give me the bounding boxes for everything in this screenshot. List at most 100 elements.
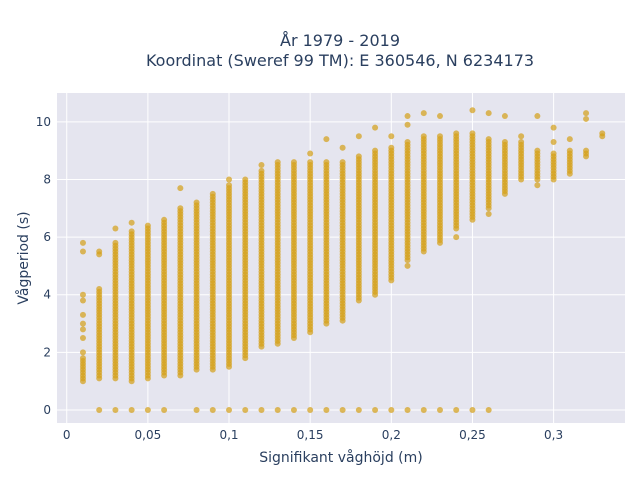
data-point — [372, 147, 379, 154]
data-point — [144, 222, 151, 229]
data-point — [599, 130, 606, 137]
x-tick-label: 0,05 — [135, 428, 162, 442]
data-point — [209, 407, 216, 414]
data-point — [355, 133, 362, 140]
data-point — [583, 115, 590, 122]
data-point — [436, 407, 443, 414]
data-point — [79, 349, 86, 356]
data-point — [79, 311, 86, 318]
data-point — [128, 228, 135, 235]
data-point — [323, 136, 330, 143]
data-point — [96, 407, 103, 414]
y-tick-label: 4 — [43, 288, 51, 302]
data-point — [290, 159, 297, 166]
data-point — [323, 407, 330, 414]
data-point — [79, 355, 86, 362]
data-point — [469, 130, 476, 137]
data-point — [96, 285, 103, 292]
data-point — [485, 407, 492, 414]
data-points — [79, 107, 606, 414]
y-tick-label: 6 — [43, 230, 51, 244]
data-point — [339, 159, 346, 166]
data-point — [404, 407, 411, 414]
data-point — [242, 176, 249, 183]
data-point — [501, 139, 508, 145]
data-point — [323, 159, 330, 166]
data-point — [550, 124, 557, 131]
data-point — [550, 150, 557, 157]
data-point — [274, 159, 281, 166]
x-axis-title: Signifikant våghöjd (m) — [259, 449, 422, 466]
data-point — [161, 407, 168, 414]
data-point — [372, 124, 379, 131]
data-point — [420, 407, 427, 414]
data-point — [79, 248, 86, 255]
data-point — [96, 248, 103, 255]
data-point — [388, 144, 395, 151]
data-point — [339, 407, 346, 414]
data-point — [112, 407, 119, 414]
y-tick-label: 0 — [43, 403, 51, 417]
data-point — [436, 133, 443, 140]
data-point — [128, 219, 135, 226]
x-tick-label: 0,1 — [219, 428, 238, 442]
data-point — [307, 159, 314, 166]
data-point — [193, 199, 200, 206]
data-point — [372, 407, 379, 414]
data-point — [79, 297, 86, 304]
tick-labels: 0 0,05 0,1 0,15 0,2 0,25 0,3 0 2 4 6 8 10 — [36, 115, 563, 442]
data-point — [226, 407, 233, 414]
data-point — [566, 147, 573, 154]
chart-title-line1: År 1979 - 2019 — [280, 31, 400, 50]
data-point — [420, 110, 427, 117]
data-point — [274, 407, 281, 414]
data-point — [355, 407, 362, 414]
data-point — [485, 110, 492, 117]
data-point — [534, 147, 541, 154]
data-point — [355, 153, 362, 160]
data-point — [534, 113, 541, 120]
data-point — [388, 407, 395, 414]
data-point — [566, 136, 573, 143]
chart-title-line2: Koordinat (Sweref 99 TM): E 360546, N 62… — [146, 51, 534, 70]
y-tick-label: 2 — [43, 345, 51, 359]
data-point — [453, 407, 460, 414]
data-point — [307, 150, 314, 157]
data-point — [501, 113, 508, 120]
data-point — [339, 144, 346, 151]
y-tick-label: 8 — [43, 172, 51, 186]
data-point — [485, 211, 492, 218]
data-point — [258, 162, 265, 169]
x-tick-label: 0 — [63, 428, 71, 442]
data-point — [144, 407, 151, 414]
data-point — [209, 190, 216, 197]
data-point — [550, 139, 557, 145]
data-point — [583, 147, 590, 154]
data-point — [177, 205, 184, 212]
data-point — [290, 407, 297, 414]
data-point — [79, 239, 86, 246]
data-point — [404, 121, 411, 128]
data-point — [79, 326, 86, 333]
data-point — [404, 262, 411, 269]
data-point — [388, 133, 395, 140]
data-point — [112, 239, 119, 246]
data-point — [79, 334, 86, 341]
data-point — [226, 176, 233, 183]
data-point — [242, 407, 249, 414]
data-point — [518, 139, 525, 145]
data-point — [112, 225, 119, 232]
x-tick-label: 0,2 — [382, 428, 401, 442]
data-point — [226, 182, 233, 189]
data-point — [469, 407, 476, 414]
data-point — [79, 320, 86, 327]
data-point — [436, 113, 443, 120]
data-point — [485, 136, 492, 143]
data-point — [177, 185, 184, 192]
data-point — [307, 407, 314, 414]
data-point — [420, 133, 427, 140]
data-point — [404, 139, 411, 145]
data-point — [583, 110, 590, 117]
